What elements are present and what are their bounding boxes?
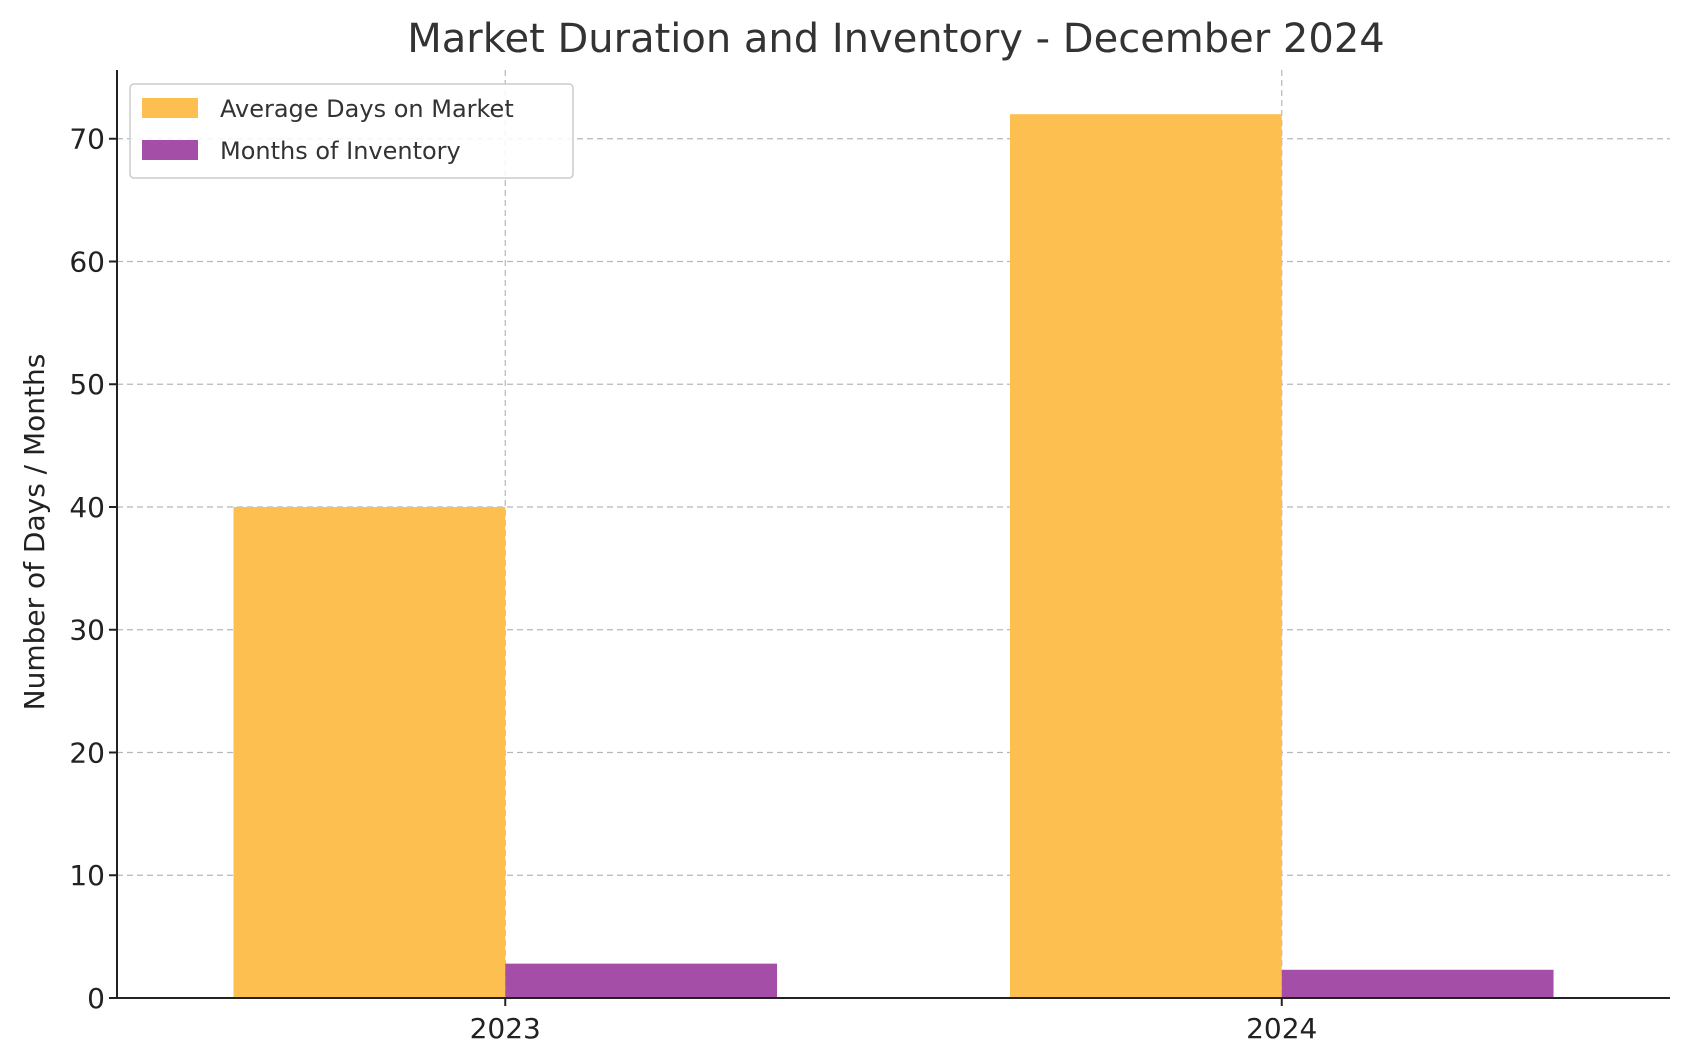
legend-swatch: [142, 98, 198, 118]
y-tick-label: 0: [87, 982, 105, 1015]
legend: Average Days on Market Months of Inventor…: [129, 83, 574, 179]
y-tick-label: 40: [69, 491, 105, 524]
bar: [1009, 114, 1282, 998]
bar: [1281, 969, 1554, 998]
axes: [116, 70, 1670, 999]
bars: [233, 114, 1554, 998]
bar: [233, 506, 506, 998]
legend-swatch: [142, 140, 198, 160]
y-tick-label: 70: [69, 123, 105, 156]
x-tick-label: 2024: [1246, 1012, 1317, 1045]
y-tick-label: 10: [69, 859, 105, 892]
legend-frame: [129, 83, 574, 179]
x-tick-label: 2023: [470, 1012, 541, 1045]
y-tick-label: 50: [69, 368, 105, 401]
y-tick-label: 20: [69, 736, 105, 769]
chart-title: Market Duration and Inventory - December…: [407, 16, 1384, 62]
y-axis-label: Number of Days / Months: [18, 354, 51, 711]
y-tick-label: 30: [69, 614, 105, 647]
legend-label: Average Days on Market: [220, 95, 514, 123]
y-tick-label: 60: [69, 245, 105, 278]
bar: [505, 963, 778, 998]
legend-label: Months of Inventory: [220, 137, 461, 165]
ticks: 0 10 20 30 40 50 60 70 2023 2024: [69, 123, 1317, 1045]
